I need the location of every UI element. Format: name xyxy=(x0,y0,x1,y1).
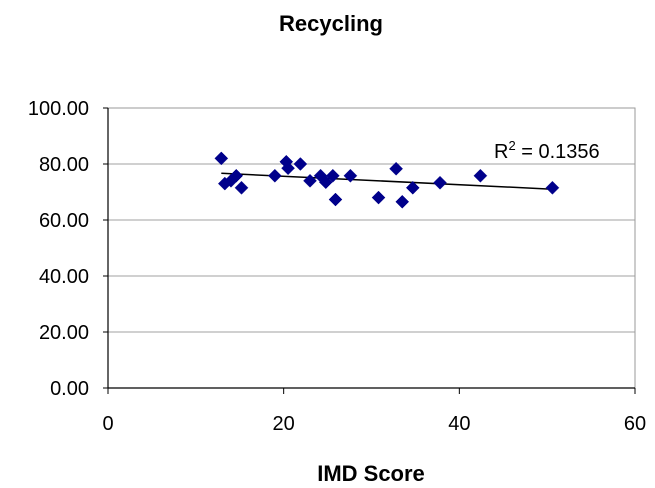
data-point xyxy=(214,151,229,166)
y-tick-label: 20.00 xyxy=(39,322,89,344)
data-point xyxy=(281,161,295,176)
data-point xyxy=(395,194,410,209)
x-tick-label: 60 xyxy=(624,413,646,435)
r-squared-label: R2 = 0.1356 xyxy=(494,138,600,163)
chart-title: Recycling xyxy=(279,11,383,36)
data-point xyxy=(389,161,403,176)
y-tick-label: 0.00 xyxy=(50,378,89,400)
x-tick-label: 20 xyxy=(273,413,295,435)
data-point xyxy=(433,175,447,190)
data-point xyxy=(545,180,560,195)
x-tick-label: 0 xyxy=(102,413,113,435)
data-point xyxy=(325,168,340,183)
data-points xyxy=(214,151,560,209)
y-tick-label: 60.00 xyxy=(39,210,89,232)
y-tick-label: 80.00 xyxy=(39,154,89,176)
y-tick-label: 100.00 xyxy=(28,98,89,120)
data-point xyxy=(473,168,488,183)
data-point xyxy=(303,173,317,188)
y-tick-label: 40.00 xyxy=(39,266,89,288)
data-point xyxy=(318,175,333,190)
x-tick-label: 40 xyxy=(448,413,470,435)
x-tick-labels: 0 20 40 60 xyxy=(102,413,646,435)
y-tick-labels: 0.00 20.00 40.00 60.00 80.00 100.00 xyxy=(28,98,89,400)
data-point xyxy=(229,168,244,183)
data-point xyxy=(343,168,358,183)
data-point xyxy=(405,180,420,195)
data-point xyxy=(328,192,343,207)
r-squared-superscript: 2 xyxy=(508,138,515,153)
axes xyxy=(103,107,636,394)
x-axis-label: IMD Score xyxy=(317,461,425,486)
data-point xyxy=(371,190,386,205)
r-squared-prefix: R xyxy=(494,141,508,163)
data-point xyxy=(234,180,249,195)
data-point xyxy=(268,168,282,183)
data-point xyxy=(293,157,308,171)
r-squared-value: = 0.1356 xyxy=(516,141,600,163)
